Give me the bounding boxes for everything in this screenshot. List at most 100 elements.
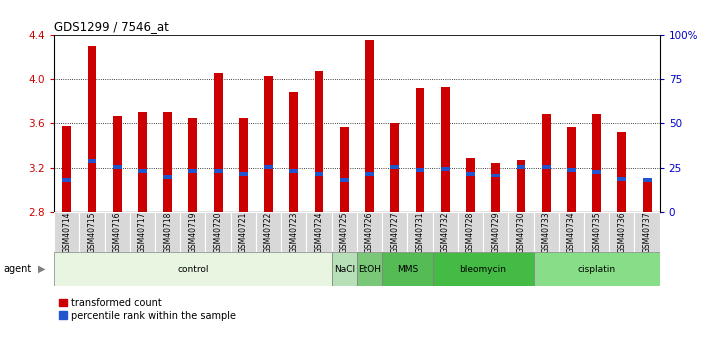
Text: GSM40734: GSM40734 — [567, 211, 576, 253]
Bar — [559, 212, 584, 252]
Bar — [592, 170, 601, 174]
Bar — [567, 168, 576, 172]
Bar — [105, 212, 130, 252]
Bar — [584, 212, 609, 252]
Bar — [357, 212, 382, 252]
Bar — [415, 168, 425, 172]
Text: GSM40724: GSM40724 — [314, 211, 324, 253]
Bar — [340, 178, 349, 182]
Text: GSM40733: GSM40733 — [541, 211, 551, 253]
Bar — [491, 163, 500, 212]
Bar — [365, 40, 374, 212]
Text: agent: agent — [4, 264, 32, 274]
Bar — [138, 169, 147, 173]
Text: GSM40730: GSM40730 — [516, 211, 526, 253]
Bar — [534, 212, 559, 252]
Text: bleomycin: bleomycin — [459, 265, 507, 274]
Bar — [382, 212, 407, 252]
Bar — [534, 252, 660, 286]
Text: EtOH: EtOH — [358, 265, 381, 274]
Bar — [458, 212, 483, 252]
Text: GSM40720: GSM40720 — [213, 211, 223, 253]
Text: GSM40723: GSM40723 — [289, 211, 298, 253]
Bar — [642, 179, 652, 212]
Bar — [112, 165, 122, 169]
Text: GSM40737: GSM40737 — [642, 211, 652, 253]
Bar — [466, 172, 475, 176]
Bar — [306, 212, 332, 252]
Bar — [213, 73, 223, 212]
Bar — [62, 126, 71, 212]
Bar — [516, 160, 526, 212]
Bar — [87, 159, 97, 163]
Bar — [642, 178, 652, 182]
Text: GSM40714: GSM40714 — [62, 211, 71, 253]
Bar — [433, 212, 458, 252]
Bar — [87, 46, 97, 212]
Bar — [483, 212, 508, 252]
Bar — [314, 172, 324, 176]
Text: GSM40735: GSM40735 — [592, 211, 601, 253]
Text: cisplatin: cisplatin — [578, 265, 616, 274]
Bar — [264, 165, 273, 169]
Bar — [112, 116, 122, 212]
Bar — [188, 169, 198, 173]
Bar — [54, 212, 79, 252]
Text: GSM40717: GSM40717 — [138, 211, 147, 253]
Text: GSM40729: GSM40729 — [491, 211, 500, 253]
Text: MMS: MMS — [397, 265, 418, 274]
Bar — [609, 212, 634, 252]
Bar — [138, 112, 147, 212]
Bar — [314, 71, 324, 212]
Bar — [340, 127, 349, 212]
Bar — [567, 127, 576, 212]
Bar — [592, 115, 601, 212]
Bar — [239, 172, 248, 176]
Bar — [62, 178, 71, 182]
Bar — [205, 212, 231, 252]
Text: GSM40728: GSM40728 — [466, 211, 475, 253]
Bar — [130, 212, 155, 252]
Bar — [508, 212, 534, 252]
Bar — [163, 175, 172, 179]
Text: GSM40731: GSM40731 — [415, 211, 425, 253]
Bar — [433, 252, 534, 286]
Bar — [617, 132, 627, 212]
Text: GSM40725: GSM40725 — [340, 211, 349, 253]
Bar — [415, 88, 425, 212]
Text: GSM40722: GSM40722 — [264, 211, 273, 253]
Bar — [281, 212, 306, 252]
Bar — [264, 76, 273, 212]
Bar — [256, 212, 281, 252]
Bar — [491, 174, 500, 177]
Text: NaCl: NaCl — [334, 265, 355, 274]
Bar — [390, 124, 399, 212]
Bar — [289, 92, 298, 212]
Text: GSM40718: GSM40718 — [163, 211, 172, 253]
Bar — [365, 172, 374, 176]
Legend: transformed count, percentile rank within the sample: transformed count, percentile rank withi… — [59, 298, 236, 321]
Bar — [332, 252, 357, 286]
Text: GDS1299 / 7546_at: GDS1299 / 7546_at — [54, 20, 169, 33]
Bar — [441, 167, 450, 171]
Text: GSM40719: GSM40719 — [188, 211, 198, 253]
Bar — [79, 212, 105, 252]
Bar — [54, 252, 332, 286]
Text: GSM40715: GSM40715 — [87, 211, 97, 253]
Bar — [382, 252, 433, 286]
Text: ▶: ▶ — [38, 264, 45, 274]
Text: GSM40721: GSM40721 — [239, 211, 248, 253]
Text: control: control — [177, 265, 208, 274]
Text: GSM40726: GSM40726 — [365, 211, 374, 253]
Bar — [541, 165, 551, 169]
Bar — [407, 212, 433, 252]
Bar — [441, 87, 450, 212]
Bar — [516, 165, 526, 169]
Bar — [617, 177, 627, 181]
Bar — [155, 212, 180, 252]
Bar — [357, 252, 382, 286]
Text: GSM40736: GSM40736 — [617, 211, 627, 253]
Text: GSM40716: GSM40716 — [112, 211, 122, 253]
Text: GSM40732: GSM40732 — [441, 211, 450, 253]
Bar — [466, 158, 475, 212]
